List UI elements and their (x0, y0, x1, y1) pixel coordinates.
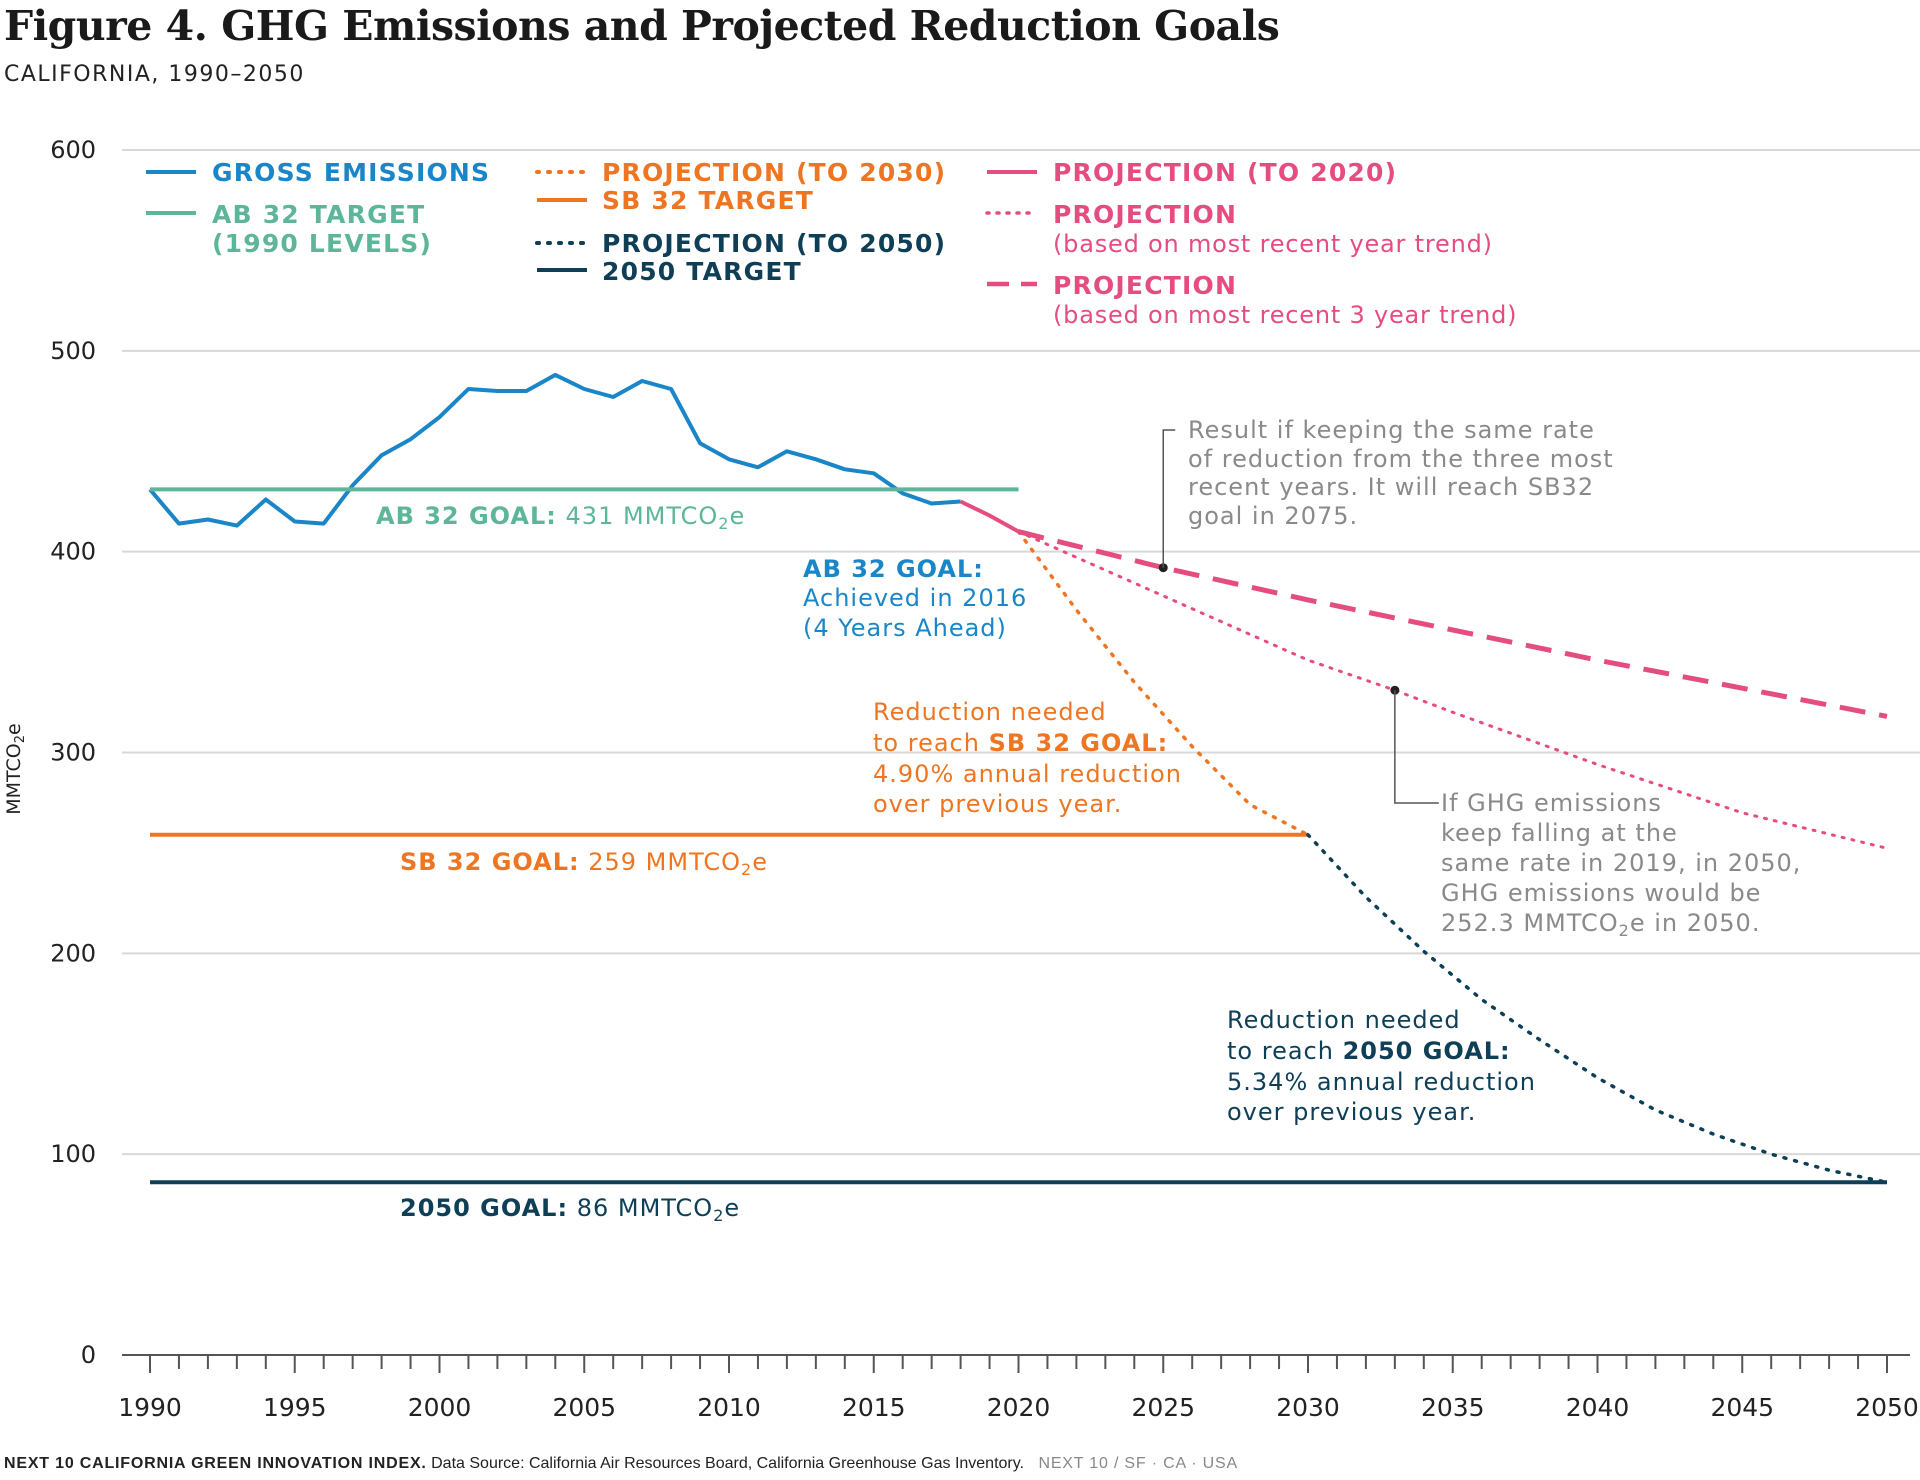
x-tick-label-2035: 2035 (1421, 1393, 1485, 1422)
legend-label-proj2020: PROJECTION (TO 2020) (1053, 158, 1397, 187)
sb32-goal-label: SB 32 GOAL: 259 MMTCO2e (400, 848, 768, 879)
three-year-note-line1: Result if keeping the same rate (1188, 416, 1595, 444)
page-title: Figure 4. GHG Emissions and Projected Re… (4, 2, 1280, 50)
x-tick-label-2010: 2010 (697, 1393, 761, 1422)
legend-item-gross: GROSS EMISSIONS (146, 158, 490, 187)
legend-item-target2050: 2050 TARGET (537, 257, 802, 286)
recent-year-note-line3: same rate in 2019, in 2050, (1441, 849, 1801, 877)
annotations: AB 32 GOAL: 431 MMTCO2e SB 32 GOAL: 259 … (376, 416, 1801, 1225)
three-year-trend-note: Result if keeping the same rate of reduc… (1188, 416, 1614, 530)
goal2050-reduction-line4: over previous year. (1227, 1098, 1476, 1126)
ab32-achieved-line1: AB 32 GOAL: (803, 555, 984, 583)
recent-year-note-line5: 252.3 MMTCO2e in 2050. (1441, 909, 1760, 940)
legend-item-proj-recent: PROJECTION (based on most recent year tr… (985, 200, 1493, 258)
sb32-reduction-line1: Reduction needed (873, 698, 1107, 726)
legend-label-target2050: 2050 TARGET (602, 257, 802, 286)
legend-label-proj-recent-line1: PROJECTION (1053, 200, 1237, 229)
legend-label-sb32: SB 32 TARGET (602, 186, 814, 215)
recent-year-trend-note: If GHG emissions keep falling at the sam… (1441, 789, 1801, 940)
legend-item-sb32: SB 32 TARGET (537, 186, 814, 215)
axis-layer: 0 100 200 300 400 500 600 MMTCO2e 1990 1995 2000 20… (3, 136, 1919, 1422)
series-gross-emissions (148, 372, 961, 528)
goal2050-reduction-line3: 5.34% annual reduction (1227, 1068, 1536, 1096)
legend-item-proj2030: PROJECTION (TO 2030) (535, 158, 946, 187)
legend-item-proj-3yr: PROJECTION (based on most recent 3 year … (987, 271, 1517, 329)
y-tick-label-500: 500 (50, 337, 96, 365)
footer-tag: NEXT 10 / SF · CA · USA (1038, 1455, 1238, 1472)
series-projection-to-2030 (1016, 529, 1310, 837)
footer-brand: NEXT 10 CALIFORNIA GREEN INNOVATION INDE… (4, 1455, 427, 1472)
legend-item-proj2050: PROJECTION (TO 2050) (535, 229, 946, 258)
three-year-note-line4: goal in 2075. (1188, 502, 1358, 530)
annotation-layer (1158, 429, 1439, 804)
three-year-note-line2: of reduction from the three most (1188, 445, 1614, 473)
series-projection-recent-year (1017, 530, 1889, 850)
legend-label-gross: GROSS EMISSIONS (212, 158, 490, 187)
x-tick-label-2020: 2020 (987, 1393, 1051, 1422)
x-tick-label-2000: 2000 (408, 1393, 472, 1422)
ab32-achieved-note: AB 32 GOAL: Achieved in 2016 (4 Years Ah… (803, 555, 1027, 642)
footer: NEXT 10 CALIFORNIA GREEN INNOVATION INDE… (4, 1455, 1238, 1473)
legend: GROSS EMISSIONS AB 32 TARGET (1990 LEVEL… (146, 158, 1517, 329)
legend-label-ab32-line2: (1990 LEVELS) (212, 229, 432, 258)
goal2050-reduction-line1: Reduction needed (1227, 1006, 1461, 1034)
legend-item-ab32: AB 32 TARGET (1990 LEVELS) (146, 200, 432, 258)
three-year-note-leader (1162, 429, 1176, 568)
y-tick-label-600: 600 (50, 136, 96, 164)
legend-item-proj2020: PROJECTION (TO 2020) (987, 158, 1397, 187)
y-tick-label-300: 300 (50, 739, 96, 767)
x-tick-label-2040: 2040 (1566, 1393, 1630, 1422)
legend-label-ab32-line1: AB 32 TARGET (212, 200, 425, 229)
ab32-goal-label: AB 32 GOAL: 431 MMTCO2e (376, 502, 745, 533)
series-projection-3-year (1017, 529, 1888, 719)
x-tick-label-2025: 2025 (1131, 1393, 1195, 1422)
y-tick-label-0: 0 (81, 1341, 96, 1369)
x-tick-label-2050: 2050 (1855, 1393, 1919, 1422)
y-axis-title: MMTCO2e (3, 723, 28, 815)
recent-year-note-line2: keep falling at the (1441, 819, 1678, 847)
goal2050-label: 2050 GOAL: 86 MMTCO2e (400, 1194, 740, 1225)
y-tick-label-200: 200 (50, 939, 96, 967)
legend-label-proj-recent-line2: (based on most recent year trend) (1053, 230, 1493, 258)
grid-layer (122, 149, 1920, 1156)
footer-source: Data Source: California Air Resources Bo… (431, 1455, 1025, 1472)
legend-label-proj2050: PROJECTION (TO 2050) (602, 229, 946, 258)
recent-year-note-line1: If GHG emissions (1441, 789, 1662, 817)
sb32-reduction-line2: to reach SB 32 GOAL: (873, 729, 1168, 757)
recent-year-note-leader (1394, 690, 1439, 804)
x-tick-label-2005: 2005 (552, 1393, 616, 1422)
ab32-achieved-line2: Achieved in 2016 (803, 584, 1027, 612)
three-year-note-line3: recent years. It will reach SB32 (1188, 473, 1594, 501)
goal2050-reduction-line2: to reach 2050 GOAL: (1227, 1037, 1511, 1065)
y-tick-label-100: 100 (50, 1140, 96, 1168)
recent-year-note-line4: GHG emissions would be (1441, 879, 1761, 907)
x-tick-label-1990: 1990 (118, 1393, 182, 1422)
legend-label-proj-3yr-line2: (based on most recent 3 year trend) (1053, 301, 1517, 329)
legend-label-proj-3yr-line1: PROJECTION (1053, 271, 1237, 300)
emissions-chart: 0 100 200 300 400 500 600 MMTCO2e 1990 1995 2000 20… (3, 136, 1920, 1422)
x-tick-label-2030: 2030 (1276, 1393, 1340, 1422)
series-layer (148, 372, 1889, 1185)
goal2050-reduction-note: Reduction needed to reach 2050 GOAL: 5.3… (1227, 1006, 1536, 1126)
sb32-reduction-line3: 4.90% annual reduction (873, 760, 1182, 788)
page-subtitle: CALIFORNIA, 1990–2050 (4, 62, 305, 87)
sb32-reduction-line4: over previous year. (873, 790, 1122, 818)
ab32-achieved-line3: (4 Years Ahead) (803, 614, 1007, 642)
x-tick-label-2045: 2045 (1710, 1393, 1774, 1422)
legend-label-proj2030: PROJECTION (TO 2030) (602, 158, 946, 187)
series-projection-to-2020 (959, 499, 1020, 534)
y-tick-label-400: 400 (50, 538, 96, 566)
sb32-reduction-note: Reduction needed to reach SB 32 GOAL: 4.… (873, 698, 1182, 818)
x-tick-label-1995: 1995 (263, 1393, 327, 1422)
x-tick-label-2015: 2015 (842, 1393, 906, 1422)
